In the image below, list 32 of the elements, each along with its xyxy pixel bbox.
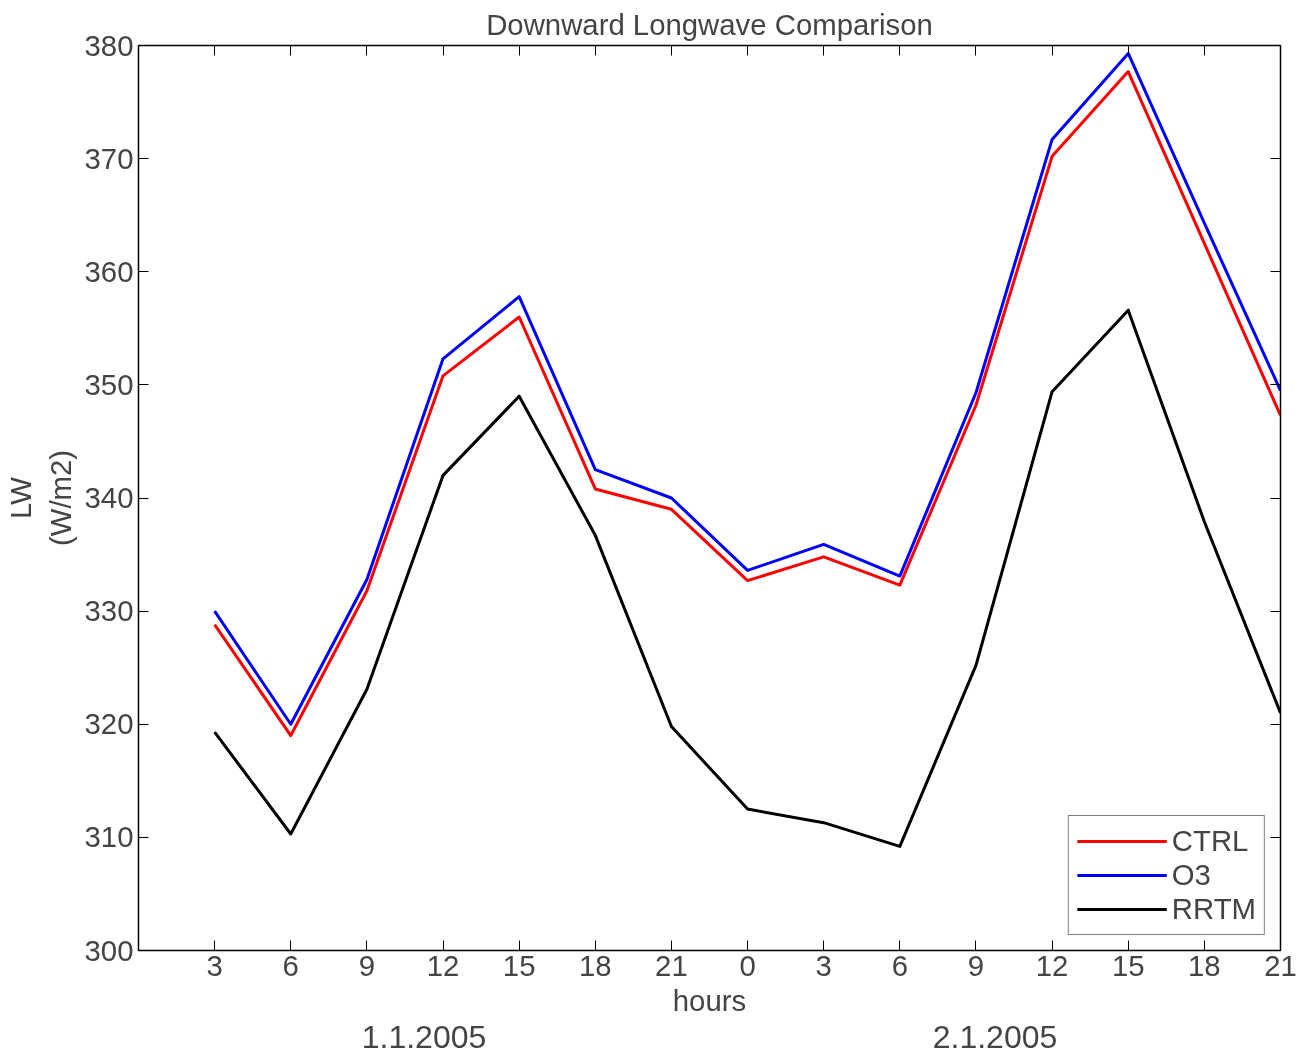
x-tick-label: 12: [1035, 948, 1069, 982]
x-tick-label: 12: [426, 948, 460, 982]
x-tick-label: 3: [815, 948, 832, 982]
x-tick-label: 6: [891, 948, 908, 982]
y-tick-label: 350: [84, 367, 134, 401]
x-tick-label: 18: [578, 948, 612, 982]
x-tick-label: 15: [502, 948, 536, 982]
x-tick-label: 18: [1188, 948, 1221, 982]
text: 1.1.2005: [361, 1018, 487, 1055]
x-axis-title: hours: [672, 983, 747, 1017]
text: 2.1.2005: [932, 1018, 1058, 1055]
y-tick-label: 330: [84, 594, 134, 628]
y-axis-title: LW (W/m2): [3, 449, 77, 547]
legend-label: RRTM: [1171, 892, 1256, 926]
y-tick-label: 360: [84, 254, 134, 288]
x-tick-label: 21: [655, 948, 688, 982]
y-tick-label: 340: [84, 481, 134, 514]
x-tick-label: 9: [358, 948, 376, 982]
x-tick-label: 9: [967, 948, 985, 982]
y-tick-label: 310: [84, 820, 134, 854]
x-tick-label: 6: [282, 948, 299, 982]
legend-label: CTRL: [1171, 824, 1249, 858]
x-tick-label: 3: [206, 948, 223, 982]
x-tick-label: 0: [739, 948, 756, 982]
chart-title: Downward Longwave Comparison: [486, 7, 933, 41]
y-tick-label: 380: [84, 28, 134, 62]
y-tick-label: 320: [84, 707, 134, 741]
legend-label: O3: [1171, 858, 1211, 892]
x-tick-label: 15: [1111, 948, 1145, 982]
y-tick-label: 300: [84, 933, 134, 967]
y-tick-label: 370: [84, 141, 134, 175]
x-tick-label: 21: [1264, 948, 1297, 982]
